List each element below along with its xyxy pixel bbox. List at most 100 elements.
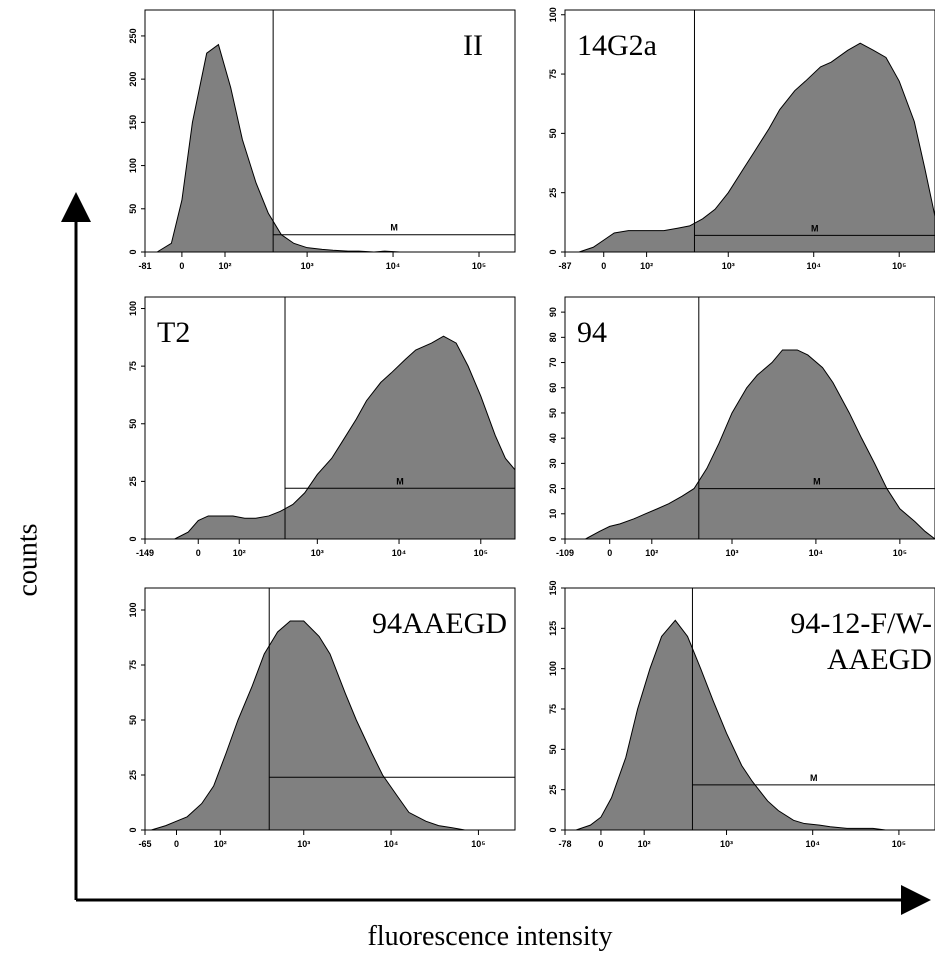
- y-tick-label: 200: [128, 72, 138, 87]
- y-tick-label: 75: [128, 361, 138, 371]
- x-axis-label: fluorescence intensity: [368, 921, 613, 952]
- y-tick-label: 25: [128, 476, 138, 486]
- y-tick-label: 50: [548, 128, 558, 138]
- y-tick-label: 100: [548, 661, 558, 676]
- y-tick-label: 50: [128, 204, 138, 214]
- x-tick-label: 10³: [722, 261, 735, 271]
- y-axis-label: counts: [12, 523, 43, 596]
- panel-title: 94-12-F/W-: [790, 607, 932, 640]
- panel-title: 14G2a: [577, 29, 657, 62]
- x-tick-label: 10²: [640, 261, 653, 271]
- y-tick-label: 70: [548, 358, 558, 368]
- x-tick-label: 10⁴: [806, 261, 820, 271]
- marker-label: M: [810, 773, 818, 783]
- x-tick-label: 0: [179, 261, 184, 271]
- y-tick-label: 60: [548, 383, 558, 393]
- x-tick-label: 10²: [233, 548, 246, 558]
- y-tick-label: 0: [548, 827, 558, 832]
- x-tick-label: 10⁵: [892, 261, 906, 271]
- y-tick-label: 0: [128, 827, 138, 832]
- x-tick-label: 10⁴: [805, 839, 819, 849]
- y-tick-label: 100: [548, 7, 558, 22]
- panel: 0 25 50 75 100 125 150 -78 0 10² 10³ 10⁴ 10⁵ M 94-12-F…: [548, 580, 935, 849]
- x-tick-label: 10³: [301, 261, 314, 271]
- y-tick-label: 30: [548, 458, 558, 468]
- x-tick-label: 10⁵: [893, 548, 907, 558]
- x-tick-label: 0: [196, 548, 201, 558]
- x-tick-label: 10²: [645, 548, 658, 558]
- x-tick-label: 0: [601, 261, 606, 271]
- x-tick-label: 10²: [214, 839, 227, 849]
- x-tick-label: -109: [556, 548, 574, 558]
- y-tick-label: 250: [128, 28, 138, 43]
- histogram: [155, 43, 515, 253]
- y-tick-label: 50: [128, 419, 138, 429]
- x-tick-label: 10⁵: [474, 548, 488, 558]
- y-tick-label: 100: [128, 602, 138, 617]
- x-tick-label: 10⁴: [384, 839, 398, 849]
- y-tick-label: 25: [548, 785, 558, 795]
- marker-label: M: [811, 223, 819, 233]
- y-tick-label: 50: [128, 715, 138, 725]
- x-tick-label: 10³: [720, 839, 733, 849]
- panel: 0 25 50 75 100 -65 0 10² 10³ 10⁴ 10⁵ 94AAEGD: [128, 587, 516, 849]
- x-tick-label: 10²: [218, 261, 231, 271]
- panel: 0 25 50 75 100 -87 0 10² 10³ 10⁴ 10⁵ M 14G2a: [548, 7, 935, 271]
- marker-label: M: [813, 477, 821, 487]
- x-tick-label: 10⁴: [392, 548, 406, 558]
- x-tick-label: -87: [558, 261, 571, 271]
- y-tick-label: 100: [128, 301, 138, 316]
- y-tick-label: 25: [548, 188, 558, 198]
- x-tick-label: -149: [136, 548, 154, 558]
- y-tick-label: 25: [128, 770, 138, 780]
- panel: 0 25 50 75 100 -149 0 10² 10³ 10⁴ 10⁵ M T2: [128, 296, 516, 558]
- x-tick-label: 10²: [638, 839, 651, 849]
- panel-title: T2: [157, 316, 190, 349]
- x-tick-label: -65: [138, 839, 151, 849]
- x-tick-label: 10⁴: [809, 548, 823, 558]
- histogram: [585, 349, 935, 540]
- x-tick-label: 10⁵: [472, 261, 486, 271]
- x-tick-label: 10⁵: [892, 839, 906, 849]
- y-tick-label: 40: [548, 433, 558, 443]
- y-tick-label: 125: [548, 621, 558, 636]
- panel: 0 10 20 30 40 50 60 70 80 90 -109 0 10² 10³ 10⁴ 10⁵ M 94: [548, 296, 935, 558]
- y-tick-label: 0: [548, 536, 558, 541]
- y-tick-label: 20: [548, 484, 558, 494]
- y-tick-label: 10: [548, 509, 558, 519]
- y-tick-label: 75: [128, 660, 138, 670]
- y-tick-label: 100: [128, 158, 138, 173]
- panel: 0 50 100 150 200 250 -81 0 10² 10³ 10⁴ 10⁵ M II: [128, 9, 516, 271]
- x-tick-label: 0: [174, 839, 179, 849]
- x-tick-label: 10³: [725, 548, 738, 558]
- panel-title: AAEGD: [827, 643, 932, 676]
- y-tick-label: 50: [548, 744, 558, 754]
- x-tick-label: 0: [607, 548, 612, 558]
- y-tick-label: 150: [128, 115, 138, 130]
- y-tick-label: 0: [548, 249, 558, 254]
- y-tick-label: 0: [128, 536, 138, 541]
- y-tick-label: 90: [548, 307, 558, 317]
- y-tick-label: 80: [548, 332, 558, 342]
- x-tick-label: 10³: [297, 839, 310, 849]
- histogram: [575, 619, 935, 831]
- x-tick-label: -78: [558, 839, 571, 849]
- marker-label: M: [396, 476, 404, 486]
- x-tick-label: -81: [138, 261, 151, 271]
- histogram: [151, 620, 515, 831]
- panel-title: 94: [577, 316, 607, 349]
- x-tick-label: 10⁴: [386, 261, 400, 271]
- marker-label: M: [390, 223, 398, 233]
- panel-title: II: [463, 29, 483, 62]
- y-tick-label: 75: [548, 69, 558, 79]
- y-tick-label: 0: [128, 249, 138, 254]
- panel-title: 94AAEGD: [372, 607, 507, 640]
- y-tick-label: 50: [548, 408, 558, 418]
- histogram: [578, 42, 935, 253]
- y-tick-label: 75: [548, 704, 558, 714]
- x-tick-label: 10³: [311, 548, 324, 558]
- x-tick-label: 10⁵: [471, 839, 485, 849]
- x-tick-label: 0: [598, 839, 603, 849]
- y-tick-label: 150: [548, 580, 558, 595]
